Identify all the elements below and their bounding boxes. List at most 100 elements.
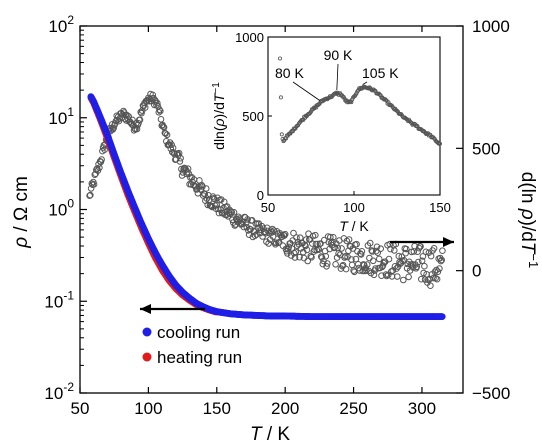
right-y-tick-label: −500 xyxy=(472,384,510,403)
inset-point xyxy=(317,101,322,106)
inset-point xyxy=(279,132,284,137)
derivative-point xyxy=(434,268,442,276)
left-y-tick-label: 10-1 xyxy=(44,288,74,311)
left-y-axis-ticks: 10-2 10-1 100 101 102 xyxy=(44,13,87,403)
derivative-point xyxy=(253,231,260,238)
derivative-point xyxy=(317,240,324,247)
derivative-point xyxy=(90,181,98,188)
derivative-point xyxy=(338,245,345,252)
annotation-leader xyxy=(292,81,320,101)
inset-y-axis-ticks: 0 500 1000 xyxy=(235,30,272,203)
derivative-point xyxy=(318,254,326,261)
legend-label-cooling: cooling run xyxy=(157,323,240,342)
derivative-point xyxy=(400,276,407,284)
derivative-point xyxy=(138,109,145,117)
derivative-point xyxy=(275,238,283,246)
inset-x-tick-label: 100 xyxy=(343,200,365,215)
derivative-point xyxy=(178,172,186,179)
right-y-axis-label: d(ln ρ)/dT−1 xyxy=(517,172,541,268)
derivative-point xyxy=(420,269,427,277)
inset-point xyxy=(383,98,388,103)
arrow-head xyxy=(443,237,454,247)
derivative-point xyxy=(302,236,310,243)
derivative-point xyxy=(176,158,184,165)
derivative-point xyxy=(393,265,400,272)
derivative-point xyxy=(430,274,437,282)
inset-point xyxy=(278,95,283,100)
derivative-point xyxy=(421,262,428,270)
derivative-point xyxy=(330,234,337,241)
left-y-tick-label: 101 xyxy=(48,105,74,128)
x-tick-label: 100 xyxy=(134,399,162,418)
derivative-point xyxy=(157,116,165,123)
derivative-point xyxy=(418,257,426,265)
cooling-point xyxy=(438,313,446,320)
derivative-point xyxy=(403,245,410,253)
derivative-point xyxy=(304,257,312,265)
derivative-point xyxy=(322,252,330,260)
right-y-tick-label: 500 xyxy=(472,139,500,158)
derivative-point xyxy=(86,192,93,199)
inset-y-axis-label: dln(ρ)/dT−1 xyxy=(211,82,227,150)
derivative-point xyxy=(272,239,280,247)
derivative-point xyxy=(405,273,412,281)
derivative-point xyxy=(357,251,365,258)
derivative-point xyxy=(177,154,184,162)
derivative-point xyxy=(353,240,360,248)
inset-point xyxy=(414,123,419,128)
derivative-point xyxy=(436,254,444,262)
derivative-point xyxy=(431,268,439,276)
derivative-point xyxy=(205,192,212,199)
derivative-point xyxy=(395,252,403,260)
derivative-point xyxy=(251,232,259,239)
inset-annotations: 80 K 90 K 105 K xyxy=(275,47,399,101)
inset-point xyxy=(289,129,294,134)
derivative-point xyxy=(345,236,353,243)
inset-annotation: 105 K xyxy=(362,65,399,81)
inset-point xyxy=(415,124,420,129)
derivative-point xyxy=(324,260,331,267)
inset-point xyxy=(394,108,399,113)
derivative-point xyxy=(290,249,298,257)
derivative-point xyxy=(388,268,395,275)
inset-point xyxy=(281,139,286,144)
derivative-point xyxy=(308,253,315,261)
derivative-point xyxy=(215,209,223,217)
derivative-point xyxy=(154,99,161,107)
inset-y-tick-label: 1000 xyxy=(235,30,264,45)
derivative-point xyxy=(323,263,330,270)
derivative-point xyxy=(230,209,238,216)
left-y-tick-label: 100 xyxy=(48,197,74,220)
inset-chart: 50 100 150 0 500 1000 80 K 90 K 105 K T / K dl… xyxy=(211,30,451,234)
derivative-point xyxy=(385,255,393,263)
derivative-point xyxy=(228,208,236,216)
derivative-point xyxy=(352,255,360,263)
annotation-leader xyxy=(336,63,339,91)
x-tick-label: 150 xyxy=(203,399,231,418)
derivative-point xyxy=(213,201,220,209)
right-y-tick-label: 0 xyxy=(472,262,481,281)
inset-y-tick-label: 0 xyxy=(257,188,264,203)
left-y-tick-label: 102 xyxy=(48,13,74,36)
right-y-axis-ticks: −500 0 500 1000 xyxy=(456,17,510,403)
derivative-point xyxy=(391,247,398,254)
derivative-point xyxy=(248,217,256,224)
derivative-point xyxy=(296,253,303,261)
derivative-point xyxy=(332,261,339,268)
derivative-point xyxy=(312,231,319,239)
derivative-point xyxy=(293,234,300,241)
derivative-point xyxy=(415,258,422,266)
derivative-point xyxy=(133,125,141,133)
derivative-point xyxy=(290,229,297,237)
inset-y-tick-label: 500 xyxy=(242,109,264,124)
inset-x-tick-label: 150 xyxy=(429,200,451,215)
derivative-point xyxy=(163,131,171,139)
derivative-point xyxy=(157,107,164,115)
derivative-point xyxy=(369,257,377,265)
derivative-point xyxy=(370,271,378,279)
derivative-point xyxy=(368,247,376,254)
annotation-leader xyxy=(362,81,368,85)
derivative-point xyxy=(432,274,439,282)
derivative-point xyxy=(366,239,374,247)
